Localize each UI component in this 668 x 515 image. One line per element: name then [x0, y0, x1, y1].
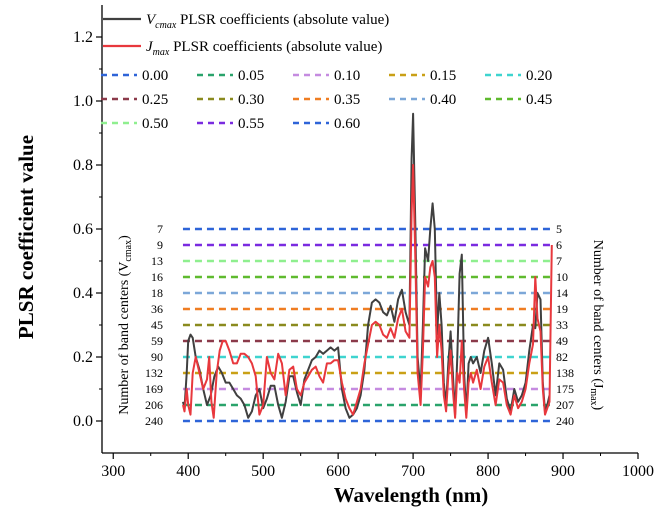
left-count-0.55: 9	[157, 238, 163, 252]
series-line-vcmax	[182, 112, 551, 419]
legend-label-sub: cmax	[155, 20, 177, 31]
x-tick-label-1000: 1000	[622, 463, 654, 480]
legend-label-sub: max	[153, 47, 170, 58]
series-lines	[182, 112, 553, 419]
legend-label-0.40: 0.40	[430, 92, 456, 108]
left-side-label-end: )	[117, 235, 132, 240]
legend-label-0.30: 0.30	[238, 92, 264, 108]
right-count-0.40: 14	[556, 286, 568, 300]
left-count-0.30: 45	[151, 318, 163, 332]
right-count-0.10: 175	[556, 382, 574, 396]
x-tick-label-800: 800	[476, 463, 500, 480]
legend-label-0.45: 0.45	[526, 92, 552, 108]
left-count-0.50: 13	[151, 254, 163, 268]
left-side-label-sub: cmax	[123, 240, 134, 262]
legend-label-0.20: 0.20	[526, 68, 552, 84]
left-side-label: Number of band centers (Vcmax)	[117, 235, 134, 415]
left-count-0.25: 59	[151, 334, 163, 348]
legend-label-0.15: 0.15	[430, 68, 456, 84]
left-side-label-main: Number of band centers (V	[117, 262, 132, 415]
y-tick-label-0.6: 0.6	[73, 221, 93, 238]
right-count-0.30: 33	[556, 318, 568, 332]
y-axis-title: PLSR coefficient value	[14, 135, 38, 339]
left-count-0.05: 206	[145, 398, 163, 412]
series-line-jmax	[182, 164, 553, 419]
y-tick-label-0.8: 0.8	[73, 157, 93, 174]
legend-label-0.35: 0.35	[334, 92, 360, 108]
legend-label-jmax: Jmax PLSR coefficients (absolute value)	[146, 39, 382, 58]
y-tick-label-1.0: 1.0	[73, 93, 93, 110]
right-count-0.60: 5	[556, 222, 562, 236]
legend-label-rest: PLSR coefficients (absolute value)	[169, 39, 382, 55]
legend-label-0.25: 0.25	[142, 92, 168, 108]
right-count-0.00: 240	[556, 414, 574, 428]
left-count-0.35: 36	[151, 302, 163, 316]
x-tick-label-400: 400	[176, 463, 200, 480]
legend-label-0.05: 0.05	[238, 68, 264, 84]
left-count-0.10: 169	[145, 382, 163, 396]
legend-label-0.00: 0.00	[142, 68, 168, 84]
left-count-0.00: 240	[145, 414, 163, 428]
left-count-0.15: 132	[145, 366, 163, 380]
y-tick-label-1.2: 1.2	[73, 29, 93, 46]
right-count-0.25: 49	[556, 334, 568, 348]
x-tick-label-900: 900	[551, 463, 575, 480]
right-side-label: Number of band centers (Jmax)	[588, 240, 605, 411]
legend-label-rest: PLSR coefficients (absolute value)	[176, 12, 389, 28]
right-count-0.55: 6	[556, 238, 562, 252]
y-tick-label-0.2: 0.2	[73, 349, 93, 366]
x-tick-label-600: 600	[326, 463, 350, 480]
legend-label-vcmax: Vcmax PLSR coefficients (absolute value)	[146, 12, 389, 31]
left-count-0.45: 16	[151, 270, 163, 284]
left-count-0.60: 7	[157, 222, 163, 236]
right-count-0.35: 19	[556, 302, 568, 316]
left-count-0.20: 90	[151, 350, 163, 364]
legend-label-0.10: 0.10	[334, 68, 360, 84]
left-count-0.40: 18	[151, 286, 163, 300]
x-tick-label-500: 500	[251, 463, 275, 480]
right-count-0.45: 10	[556, 270, 568, 284]
y-tick-label-0.4: 0.4	[73, 285, 93, 302]
right-side-label-main: Number of band centers (J	[590, 240, 605, 389]
x-tick-label-300: 300	[101, 463, 125, 480]
right-count-0.15: 138	[556, 366, 574, 380]
right-side-label-sub: max	[588, 388, 599, 405]
legend-label-main: J	[146, 39, 154, 55]
right-side-label-end: )	[590, 406, 605, 411]
x-axis-title: Wavelength (nm)	[334, 483, 489, 507]
right-count-0.50: 7	[556, 254, 562, 268]
axes: 300 400 500 600 700 800 900 1000 0.0 0.2 0.4 0.6 0.8…	[73, 5, 654, 480]
y-tick-label-0.0: 0.0	[73, 413, 93, 430]
x-tick-label-700: 700	[401, 463, 425, 480]
legend-label-main: V	[146, 12, 157, 28]
legend-label-0.55: 0.55	[238, 116, 264, 132]
legend: Vcmax PLSR coefficients (absolute value)…	[101, 12, 552, 132]
legend-label-0.60: 0.60	[334, 116, 360, 132]
right-count-0.05: 207	[556, 398, 574, 412]
right-count-0.20: 82	[556, 350, 568, 364]
legend-label-0.50: 0.50	[142, 116, 168, 132]
